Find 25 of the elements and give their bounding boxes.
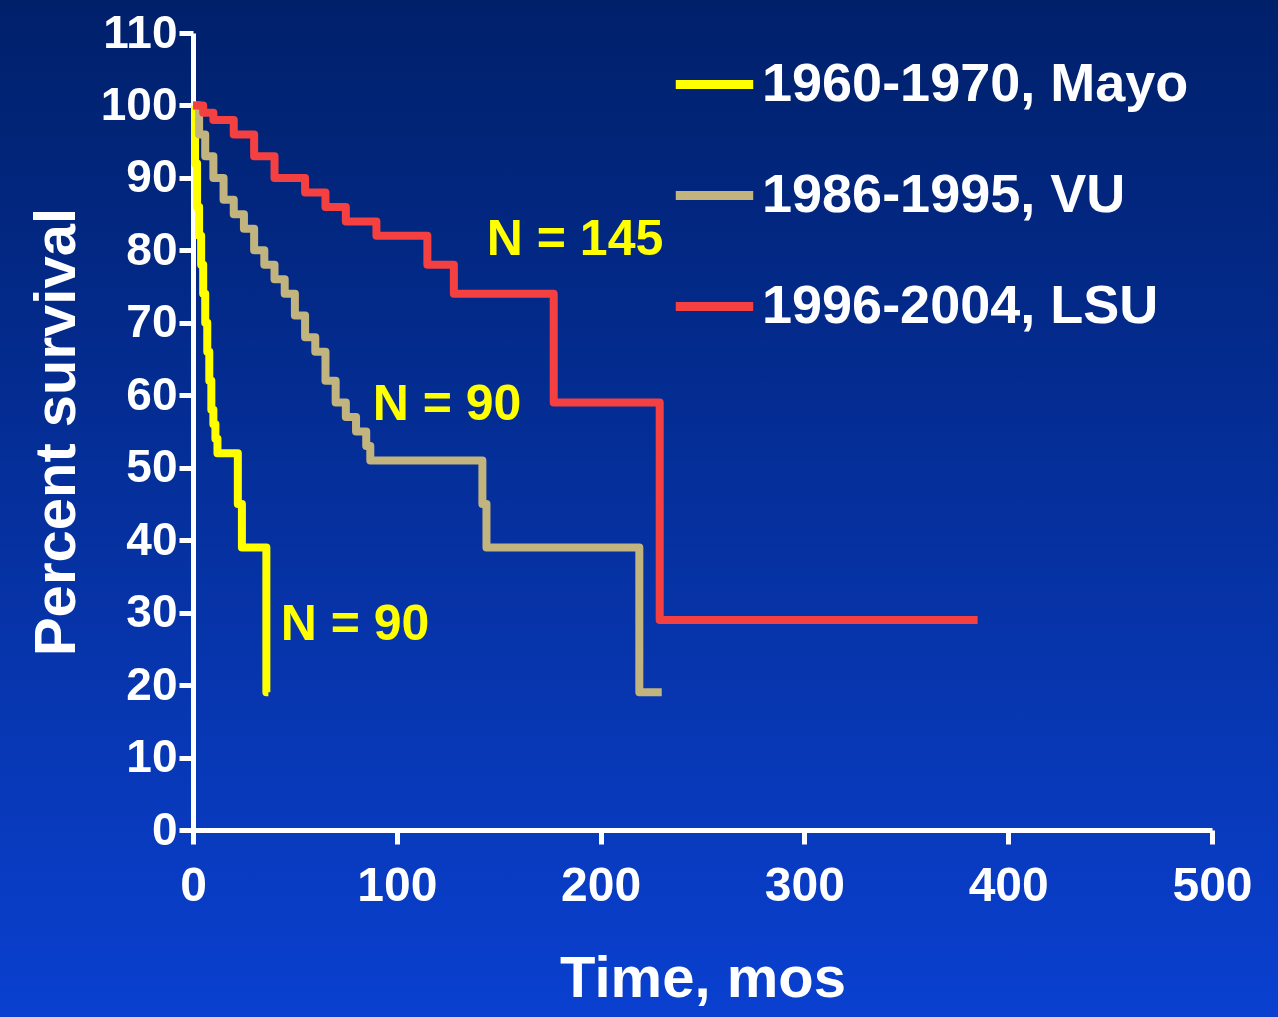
y-tick-label: 110 xyxy=(103,5,178,58)
y-axis-title: Percent survival xyxy=(21,207,87,657)
legend-label: 1996-2004, LSU xyxy=(762,273,1159,334)
x-tick-label: 300 xyxy=(764,857,845,911)
annotation: N = 145 xyxy=(486,210,664,266)
annotation: N = 90 xyxy=(280,595,430,651)
y-tick-label: 90 xyxy=(126,150,178,203)
y-tick-label: 0 xyxy=(151,802,178,855)
y-tick-label: 100 xyxy=(100,77,178,130)
y-tick-label: 60 xyxy=(126,367,178,420)
y-tick-label: 50 xyxy=(126,440,178,493)
annotation: N = 90 xyxy=(372,375,522,431)
y-tick-label: 40 xyxy=(126,512,178,565)
x-tick-label: 500 xyxy=(1172,857,1253,911)
x-tick-label: 400 xyxy=(968,857,1049,911)
x-axis-title: Time, mos xyxy=(560,943,846,1009)
legend-label: 1960-1970, Mayo xyxy=(762,51,1189,112)
y-tick-label: 20 xyxy=(126,657,178,710)
y-tick-label: 80 xyxy=(126,222,178,275)
x-tick-label: 200 xyxy=(561,857,642,911)
y-tick-label: 10 xyxy=(126,730,178,783)
x-tick-label: 100 xyxy=(357,857,438,911)
y-tick-label: 70 xyxy=(126,295,178,348)
legend-label: 1986-1995, VU xyxy=(762,162,1126,223)
y-tick-label: 30 xyxy=(126,585,178,638)
